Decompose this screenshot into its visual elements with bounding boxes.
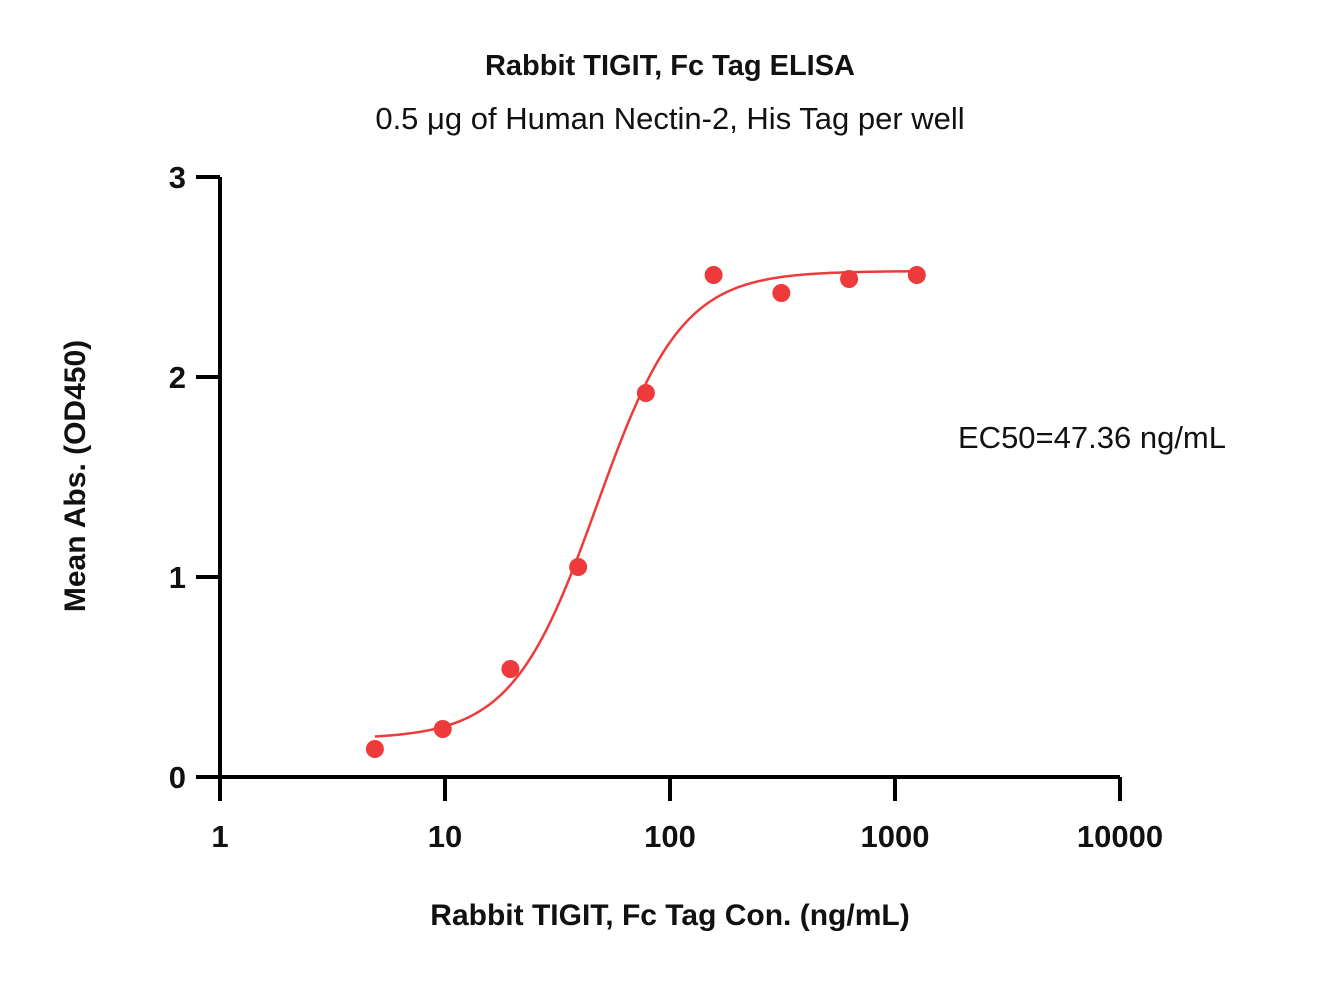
y-tick-label: 2 bbox=[169, 360, 186, 395]
x-tick-label: 1000 bbox=[861, 819, 930, 854]
x-tick-label: 1 bbox=[211, 819, 228, 854]
data-point bbox=[772, 284, 791, 302]
x-tick-label: 100 bbox=[644, 819, 696, 854]
y-tick-label: 3 bbox=[169, 160, 186, 195]
data-point bbox=[907, 266, 926, 284]
data-points-layer bbox=[365, 266, 926, 758]
ec50-annotation: EC50=47.36 ng/mL bbox=[958, 420, 1226, 455]
data-point bbox=[636, 384, 655, 402]
chart-subtitle: 0.5 μg of Human Nectin-2, His Tag per we… bbox=[375, 101, 965, 136]
y-tick-label: 0 bbox=[169, 760, 186, 795]
data-point bbox=[501, 660, 520, 678]
y-tick-label: 1 bbox=[169, 560, 186, 595]
data-point bbox=[569, 558, 588, 576]
chart-title: Rabbit TIGIT, Fc Tag ELISA bbox=[484, 50, 856, 82]
y-axis-label: Mean Abs. (OD450) bbox=[59, 340, 92, 612]
x-tick-label: 10000 bbox=[1077, 819, 1163, 854]
x-tick-label: 10 bbox=[428, 819, 462, 854]
data-point bbox=[704, 266, 723, 284]
data-point bbox=[365, 740, 384, 758]
fit-curve-layer bbox=[374, 270, 917, 738]
fit-curve bbox=[374, 270, 917, 738]
data-point bbox=[433, 720, 452, 738]
data-point bbox=[840, 270, 859, 288]
x-axis-label: Rabbit TIGIT, Fc Tag Con. (ng/mL) bbox=[430, 899, 909, 932]
